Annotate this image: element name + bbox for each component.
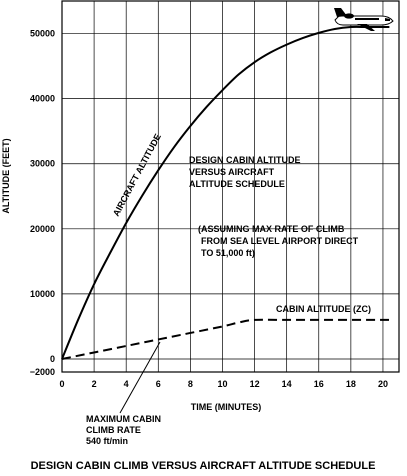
assuming-line-1: (ASSUMING MAX RATE OF CLIMB <box>198 224 345 234</box>
y-tick-label: 20000 <box>30 224 55 234</box>
y-tick-labels: −2000 0 10000 20000 30000 40000 50000 <box>30 29 55 377</box>
series-lines <box>61 25 390 360</box>
chart-title: DESIGN CABIN CLIMB VERSUS AIRCRAFT ALTIT… <box>31 460 376 472</box>
assuming-line-3: TO 51,000 ft) <box>201 248 255 258</box>
x-tick-label: 2 <box>92 379 97 389</box>
assuming-annotation: (ASSUMING MAX RATE OF CLIMB FROM SEA LEV… <box>198 224 361 258</box>
x-tick-label: 0 <box>59 379 64 389</box>
y-tick-label: 0 <box>50 354 55 364</box>
assuming-line-2: FROM SEA LEVEL AIRPORT DIRECT <box>201 236 359 246</box>
y-axis-label: ALTITUDE (FEET) <box>1 138 11 213</box>
aircraft-altitude-line <box>61 25 390 360</box>
plot-frame <box>61 0 400 373</box>
y-tick-label: 40000 <box>30 94 55 104</box>
y-tick-label: 10000 <box>30 289 55 299</box>
x-tick-label: 20 <box>378 379 388 389</box>
airplane-icon <box>334 8 394 31</box>
y-tick-label: 30000 <box>30 159 55 169</box>
x-tick-label: 14 <box>282 379 292 389</box>
x-tick-label: 12 <box>250 379 260 389</box>
design-cabin-annotation: DESIGN CABIN ALTITUDE VERSUS AIRCRAFT AL… <box>189 155 303 189</box>
x-axis-label: TIME (MINUTES) <box>191 402 262 412</box>
x-tick-label: 8 <box>188 379 193 389</box>
design-cabin-line-1: DESIGN CABIN ALTITUDE <box>189 155 301 165</box>
x-tick-label: 4 <box>124 379 129 389</box>
max-cabin-annotation: MAXIMUM CABIN CLIMB RATE 540 ft/min <box>86 414 164 446</box>
design-cabin-line-3: ALTITUDE SCHEDULE <box>189 179 285 189</box>
max-cabin-line-1: MAXIMUM CABIN <box>86 414 161 424</box>
cabin-altitude-line <box>61 318 390 360</box>
x-tick-label: 16 <box>314 379 324 389</box>
x-tick-labels: 0 2 4 6 8 10 12 14 16 18 20 <box>59 379 387 389</box>
x-tick-label: 18 <box>346 379 356 389</box>
x-tick-label: 6 <box>156 379 161 389</box>
y-tick-label: 50000 <box>30 29 55 39</box>
y-tick-label: −2000 <box>30 367 55 377</box>
max-cabin-leader-line <box>119 341 161 414</box>
max-cabin-line-2: CLIMB RATE <box>86 425 141 435</box>
max-cabin-line-3: 540 ft/min <box>86 436 128 446</box>
x-tick-label: 10 <box>217 379 227 389</box>
design-cabin-line-2: VERSUS AIRCRAFT <box>189 167 275 177</box>
cabin-altitude-label: CABIN ALTITUDE (ZC) <box>276 304 371 314</box>
